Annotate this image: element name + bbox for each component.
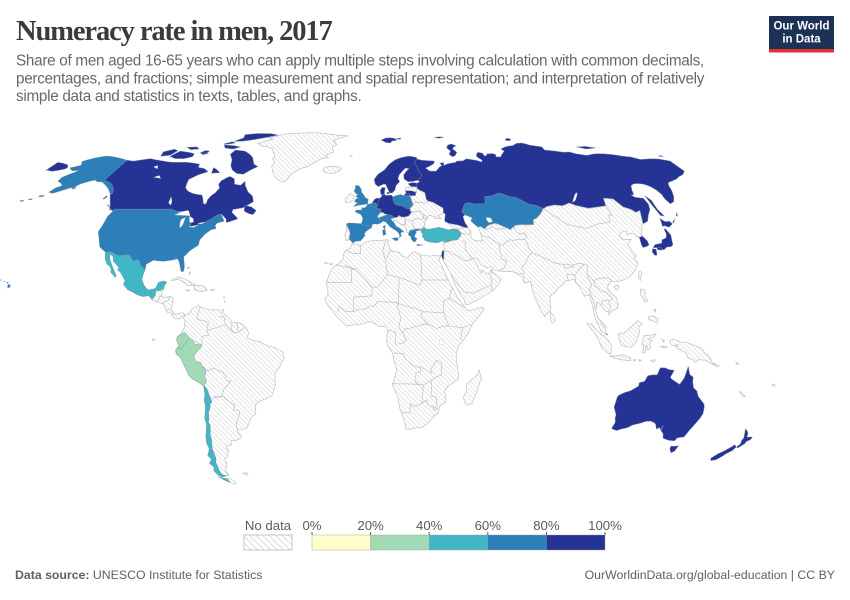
svg-text:0%: 0% [302,518,321,533]
svg-text:100%: 100% [588,518,622,533]
svg-text:No data: No data [245,518,292,533]
svg-text:40%: 40% [416,518,443,533]
svg-text:simple data and statistics in: simple data and statistics in texts, tab… [16,88,361,105]
svg-text:Share of men aged 16-65 years: Share of men aged 16-65 years who can ap… [16,53,704,70]
svg-text:Data source: UNESCO Institute: Data source: UNESCO Institute for Statis… [15,568,262,582]
svg-text:Our World: Our World [773,21,829,33]
svg-text:80%: 80% [533,518,560,533]
svg-text:OurWorldinData.org/global-educ: OurWorldinData.org/global-education | CC… [585,568,835,582]
svg-text:60%: 60% [475,518,502,533]
svg-text:percentages, and fractions; si: percentages, and fractions; simple measu… [16,70,705,87]
svg-text:in Data: in Data [782,34,821,46]
svg-text:20%: 20% [357,518,384,533]
svg-text:Numeracy rate in men, 2017: Numeracy rate in men, 2017 [16,16,333,47]
